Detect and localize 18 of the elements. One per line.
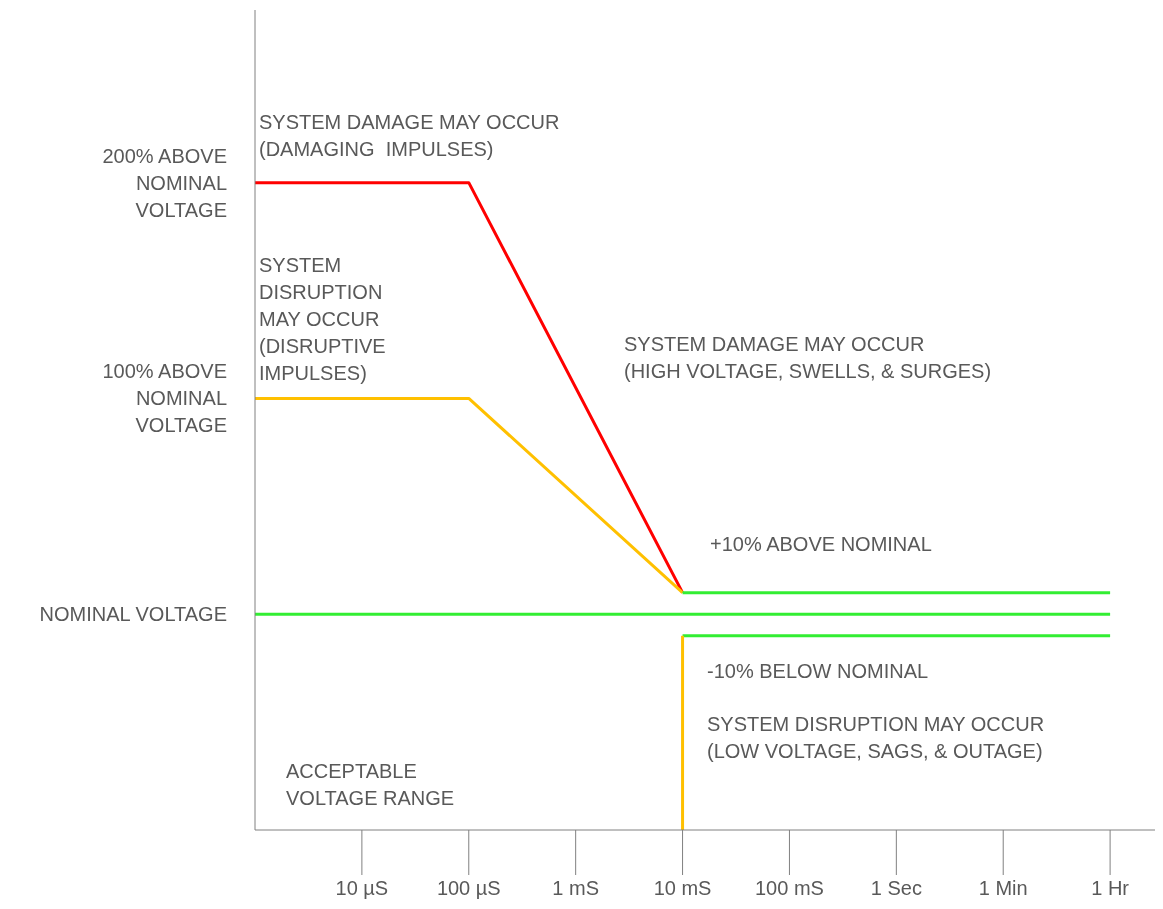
y-tick-label: NOMINAL VOLTAGE <box>39 603 227 626</box>
y-tick-label: 200% ABOVE NOMINAL VOLTAGE <box>102 144 227 221</box>
annotation: SYSTEM DISRUPTION MAY OCCUR (LOW VOLTAGE, SAGS, & OUTAGE) <box>707 712 1045 764</box>
annotation: SYSTEM DAMAGE MAY OCCUR (HIGH VOLTAGE, SWELLS, & SURGES) <box>624 332 992 384</box>
x-tick-label: 1 Sec <box>870 877 922 899</box>
x-tick-label: 1 mS <box>552 877 600 899</box>
x-tick-label: 10 µS <box>335 877 389 899</box>
y-tick-label: 100% ABOVE NOMINAL VOLTAGE <box>102 360 227 437</box>
x-tick-label: 100 µS <box>436 877 501 899</box>
x-tick-label: 1 Hr <box>1091 877 1130 899</box>
annotation: ACCEPTABLE VOLTAGE RANGE <box>286 759 455 811</box>
annotation: -10% BELOW NOMINAL <box>707 659 929 684</box>
x-tick-label: 1 Min <box>978 877 1028 899</box>
x-tick-label: 100 mS <box>754 877 824 899</box>
annotation: +10% ABOVE NOMINAL <box>710 532 932 557</box>
annotation: SYSTEM DAMAGE MAY OCCUR (DAMAGING IMPULSES) <box>259 110 560 162</box>
x-tick-label: 10 mS <box>653 877 712 899</box>
annotation: SYSTEM DISRUPTION MAY OCCUR (DISRUPTIVE IMPULSES) <box>259 253 386 386</box>
